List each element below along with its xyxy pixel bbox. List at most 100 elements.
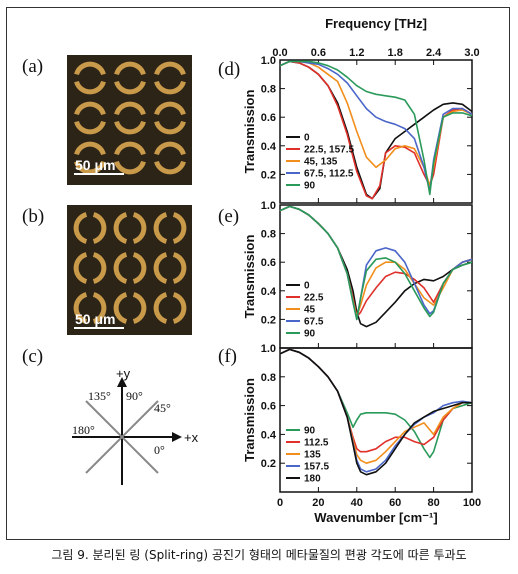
split-ring-arc [74, 120, 106, 135]
y-tick-label: 0.4 [261, 141, 277, 153]
split-ring-arc [113, 212, 128, 244]
diagonal-45-line [85, 400, 159, 474]
angle-label-45: 45° [154, 401, 171, 415]
split-ring-arc [114, 120, 146, 135]
series-line-90 [279, 60, 473, 196]
split-ring-arc [132, 292, 147, 324]
angle-label-90: 90° [126, 389, 143, 403]
plot-frame [279, 59, 473, 204]
legend-label: 90 [304, 181, 316, 192]
split-ring-arc [154, 141, 186, 156]
split-ring-arc [154, 61, 186, 76]
arrow-right-icon [172, 432, 182, 442]
micrograph-background [67, 205, 192, 335]
y-tick-label: 1.0 [261, 200, 276, 212]
legend-label: 112.5 [304, 438, 329, 449]
y-tick-label: 0.6 [261, 401, 276, 413]
plot-frame [279, 347, 473, 493]
split-ring-arc [74, 141, 106, 156]
legend-label: 0 [304, 281, 310, 292]
x-tick-label: 0 [277, 497, 283, 509]
figure-caption: 그림 9. 분리된 링 (Split-ring) 공진기 형태의 메타물질의 편… [51, 548, 467, 562]
y-tick-label: 0.2 [261, 458, 276, 470]
x-tick-label: 60 [389, 497, 401, 509]
legend-label: 22.5, 157.5 [304, 145, 354, 156]
top-tick-label: 3.0 [464, 47, 479, 59]
split-ring-arc [114, 160, 146, 175]
micrograph-background [67, 55, 192, 185]
scale-label: 50 μm [75, 157, 115, 173]
legend-label: 90 [304, 426, 316, 437]
panel-label-a: (a) [22, 56, 43, 77]
legend-label: 157.5 [304, 462, 329, 473]
split-ring-arc [172, 252, 187, 284]
x-tick-label: 40 [351, 497, 363, 509]
series-line-90 [279, 205, 473, 321]
angle-label-180: 180° [72, 423, 95, 437]
split-ring-arc [74, 61, 106, 76]
legend-label: 0 [304, 133, 310, 144]
top-axis-title: Frequency [THz] [325, 16, 427, 31]
top-tick-label: 2.4 [426, 47, 442, 59]
split-ring-arc [132, 212, 147, 244]
x-tick-label: 20 [312, 497, 324, 509]
split-ring-arc [73, 212, 88, 244]
y-tick-label: 0.8 [261, 84, 276, 96]
split-ring-arc [113, 252, 128, 284]
split-ring-arc [114, 80, 146, 95]
split-ring-arc [74, 160, 106, 175]
y-tick-label: 1.0 [261, 55, 276, 67]
angle-label-135: 135° [88, 389, 111, 403]
split-ring-arc [153, 292, 168, 324]
x-tick-label: 100 [463, 497, 481, 509]
split-ring-arc [132, 252, 147, 284]
legend-label: 67.5 [304, 317, 324, 328]
y-tick-label: 0.8 [261, 372, 276, 384]
panel-label-d: (d) [218, 59, 240, 80]
series-line-180 [279, 348, 472, 476]
series-line-22-5-157-5 [279, 60, 473, 200]
y-tick-label: 1.0 [261, 343, 276, 355]
y-tick-label: 0.6 [261, 257, 276, 269]
y-tick-label: 0.2 [261, 169, 276, 181]
panel-label-f: (f) [218, 346, 237, 367]
legend-label: 90 [304, 329, 316, 340]
split-ring-arc [114, 61, 146, 76]
legend-label: 135 [304, 450, 321, 461]
y-axis-label: +y [116, 366, 131, 381]
split-ring-arc [154, 160, 186, 175]
plot-f: 0.2 0.4 0.6 0.8 1.0 0 20 40 60 80 100 Transmission 9… [242, 343, 481, 509]
panel-label-c: (c) [22, 346, 43, 367]
arrow-up-icon [117, 377, 127, 387]
y-tick-label: 0.8 [261, 229, 276, 241]
split-ring-arc [114, 141, 146, 156]
plot-d: 0.2 0.4 0.6 0.8 1.00.0 0.6 1.2 1.8 2.4 3.0 Transmi… [242, 47, 480, 204]
y-tick-label: 0.4 [261, 429, 277, 441]
legend-label: 45, 135 [304, 157, 338, 168]
angle-label-0: 0° [154, 443, 165, 457]
x-axis-title: Wavenumber [cm⁻¹] [314, 510, 437, 525]
split-ring-arc [92, 252, 107, 284]
micrograph-b: 50 μm [67, 205, 192, 335]
legend-label: 45 [304, 305, 316, 316]
split-ring-arc [113, 292, 128, 324]
split-ring-arc [153, 252, 168, 284]
panel-label-b: (b) [22, 206, 44, 227]
y-tick-label: 0.6 [261, 112, 276, 124]
split-ring-arc [73, 252, 88, 284]
split-ring-arc [172, 212, 187, 244]
figure-frame [6, 7, 510, 540]
micrograph-a: 50 μm [67, 55, 192, 185]
split-ring-arc [74, 80, 106, 95]
top-tick-label: 1.2 [349, 47, 364, 59]
split-ring-arc [114, 101, 146, 116]
y-axis-title: Transmission [242, 235, 257, 319]
split-ring-arc [92, 212, 107, 244]
legend-label: 180 [304, 474, 321, 485]
split-ring-arc [154, 101, 186, 116]
scale-label: 50 μm [75, 311, 115, 327]
legend-label: 22.5 [304, 293, 324, 304]
y-axis-title: Transmission [242, 90, 257, 174]
